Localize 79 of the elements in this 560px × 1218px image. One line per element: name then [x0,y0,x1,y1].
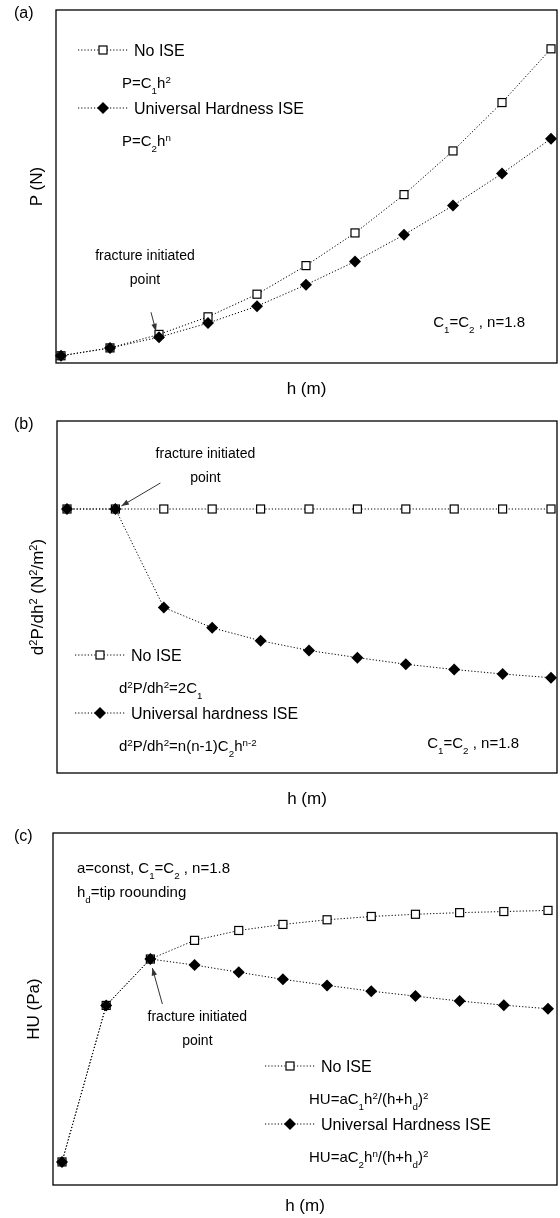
text: a=const, C$_{1}$=C$_{2}$ , n=1.8 [77,859,231,881]
point [365,985,378,998]
point [322,915,332,925]
point [301,261,311,271]
legend-label: No ISE [131,647,182,664]
point [207,504,217,514]
point [497,999,510,1012]
point [350,228,360,238]
point [351,651,364,664]
point [321,979,334,992]
annotation: d$^{2}$P/dh$^{2}$=2C$_{1}$ [119,678,203,701]
text: h$_{d}$=tip roounding [77,883,187,905]
point [410,909,421,919]
annotation: C$_{1}$=C$_{2}$ , n=1.8 [427,734,519,756]
point [234,925,244,936]
point [453,995,466,1008]
point [153,331,165,344]
y-axis-title: P (N) [27,166,46,207]
legend-label: Universal Hardness ISE [321,1116,491,1133]
point [409,990,422,1003]
chart-title: (b) [14,415,34,432]
point [276,973,289,986]
point [448,146,458,156]
annotation: d$^{2}$P/dh$^{2}$=n(n-1)C$_{2}$h$^{n-2}$ [119,736,257,759]
point [398,228,410,241]
annotation: HU=aC$_{2}$h$^{n}$/(h+h$_{d}$)$^{2}$ [309,1147,429,1170]
point [546,44,556,54]
point [499,906,509,917]
text: fracture initiated point [155,445,256,485]
point [252,289,262,299]
point [278,919,288,930]
annotation: P=C$_{1}$h$^{2}$ [122,73,171,96]
point [254,634,267,647]
legend-label: Universal Hardness ISE [134,100,304,117]
point [188,959,201,972]
annotation: P=C$_{2}$h$^{n}$ [122,131,171,154]
x-axis-title: h (m) [287,789,327,808]
point [349,255,361,268]
point [542,1002,554,1015]
annotation: C$_{1}$=C$_{2}$ , n=1.8 [433,313,525,335]
point [401,504,411,514]
annotation: fracture initiated point [95,247,195,288]
point [496,668,509,680]
point [497,97,507,108]
point [498,504,508,514]
point [448,663,461,676]
point [303,644,315,657]
point [232,966,245,979]
chart-title: (c) [14,827,33,844]
point [455,908,465,918]
point [202,317,214,330]
point [300,278,312,291]
point [399,658,412,671]
annotation: HU=aC$_{1}$h$^{2}$/(h+h$_{d}$)$^{2}$ [309,1089,429,1112]
legend-label: Universal hardness ISE [131,705,299,722]
point [496,167,508,180]
point [545,132,557,145]
point [256,504,266,514]
point [157,601,170,614]
point [251,300,263,313]
point [545,671,557,684]
point [159,504,169,514]
point [543,905,553,916]
point [206,621,219,634]
point [304,504,314,514]
legend-label: No ISE [134,42,185,59]
x-axis-title: h (m) [286,379,327,398]
point [366,911,376,922]
point [189,935,200,945]
annotation: fracture initiated point [147,1008,248,1049]
point [447,199,459,212]
point [449,504,459,514]
chart-title: (a) [14,4,34,21]
y-axis-title: HU (Pa) [24,978,43,1040]
point [399,190,409,200]
x-axis-title: h (m) [285,1196,325,1215]
point [352,504,362,514]
point [546,504,556,514]
legend-label: No ISE [321,1058,372,1075]
